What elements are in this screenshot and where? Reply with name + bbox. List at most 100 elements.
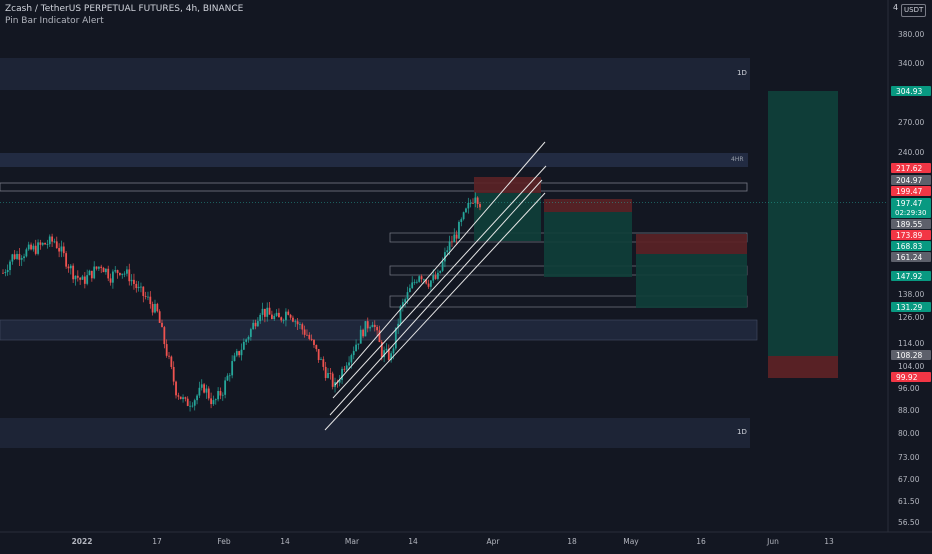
candle-body	[345, 365, 348, 370]
candle-body	[221, 394, 224, 396]
candle-body	[320, 359, 322, 360]
candle-body	[406, 292, 409, 300]
candle-body	[247, 336, 250, 340]
candle-body	[193, 400, 196, 406]
candle-body	[191, 405, 194, 407]
candle-body	[109, 278, 112, 283]
x-tick-label: May	[623, 537, 639, 546]
candle-body	[88, 270, 91, 276]
candle-body	[331, 373, 334, 387]
candle-body	[196, 395, 198, 401]
candle-body	[107, 268, 110, 279]
zone-label-2: 4HR	[731, 156, 744, 163]
candle-body	[432, 275, 435, 281]
candle-body	[156, 303, 159, 312]
x-tick-label: Feb	[217, 537, 231, 546]
price-badge	[891, 86, 931, 96]
zone-band-mid	[0, 319, 758, 341]
candle-body	[282, 320, 285, 322]
x-tick-label: 18	[567, 537, 577, 546]
candle-body	[163, 327, 166, 345]
price-badge-label: 173.89	[896, 231, 922, 240]
candle-body	[455, 234, 458, 239]
candle-body	[51, 236, 54, 242]
candle-body	[25, 249, 28, 257]
currency-badge[interactable]: USDT	[901, 4, 927, 17]
candle-body	[451, 241, 453, 243]
candle-body	[422, 279, 425, 281]
candle-body	[261, 308, 264, 315]
candle-body	[469, 202, 472, 204]
candle-body	[128, 269, 131, 282]
candle-body	[114, 270, 117, 272]
candle-body	[11, 254, 14, 262]
candle-body	[147, 296, 149, 298]
candle-body	[55, 241, 58, 249]
candle-body	[207, 388, 210, 399]
candle-body	[287, 311, 290, 315]
candle-body	[168, 355, 170, 357]
candle-body	[86, 275, 89, 284]
price-badge-label: 189.55	[896, 220, 922, 229]
candle-body	[158, 311, 161, 323]
candle-body	[46, 244, 49, 245]
y-tick-label: 240.00	[898, 148, 924, 157]
candle-body	[387, 348, 390, 361]
candle-body	[460, 219, 463, 222]
candle-body	[203, 384, 205, 393]
candle-body	[119, 272, 121, 275]
candle-body	[308, 334, 311, 339]
price-badge	[891, 230, 931, 240]
candle-body	[324, 366, 327, 378]
zone-label-1: 1D	[737, 69, 747, 77]
candle-body	[376, 326, 379, 331]
x-tick-label: 17	[152, 537, 162, 546]
candle-body	[301, 324, 304, 330]
candle-body	[275, 312, 278, 316]
candle-body	[357, 343, 360, 345]
candle-body	[231, 361, 234, 376]
x-tick-label: Apr	[487, 537, 501, 546]
candle-body	[378, 330, 381, 343]
candle-body	[252, 322, 255, 330]
y-tick-label: 73.00	[898, 453, 920, 462]
price-badge	[891, 175, 931, 185]
candle-body	[380, 342, 383, 358]
candle-body	[392, 348, 395, 354]
candle-body	[479, 204, 481, 208]
candle-body	[425, 279, 428, 284]
zone-band-1d-top	[0, 58, 750, 90]
candle-body	[97, 266, 100, 269]
candle-body	[65, 253, 68, 267]
candle-body	[20, 258, 23, 260]
y-tick-label: 126.00	[898, 313, 924, 322]
candle-body	[205, 388, 208, 393]
candle-body	[472, 202, 474, 204]
candle-body	[74, 275, 77, 280]
price-badge	[891, 186, 931, 196]
price-badge-label: 99.92	[896, 373, 918, 382]
candle-body	[18, 253, 21, 260]
candle-body	[235, 351, 238, 356]
candle-body	[100, 266, 103, 268]
candle-body	[296, 321, 299, 325]
candle-body	[48, 236, 51, 245]
y-tick-label: 67.00	[898, 475, 920, 484]
y-tick-label: 61.50	[898, 497, 920, 506]
candle-body	[263, 308, 266, 317]
symbol-title: Zcash / TetherUS PERPETUAL FUTURES, 4h, …	[5, 4, 244, 14]
price-badge-label: 304.93	[896, 87, 922, 96]
candle-body	[116, 270, 119, 273]
candle-body	[299, 324, 301, 325]
x-tick-label: 16	[696, 537, 706, 546]
price-badge	[891, 372, 931, 382]
candle-body	[397, 323, 400, 328]
candle-body	[238, 351, 241, 356]
candle-body	[322, 359, 325, 367]
candle-body	[453, 234, 456, 243]
price-badge-label: 197.47	[896, 199, 922, 208]
candle-body	[343, 368, 346, 370]
candle-body	[90, 270, 93, 279]
